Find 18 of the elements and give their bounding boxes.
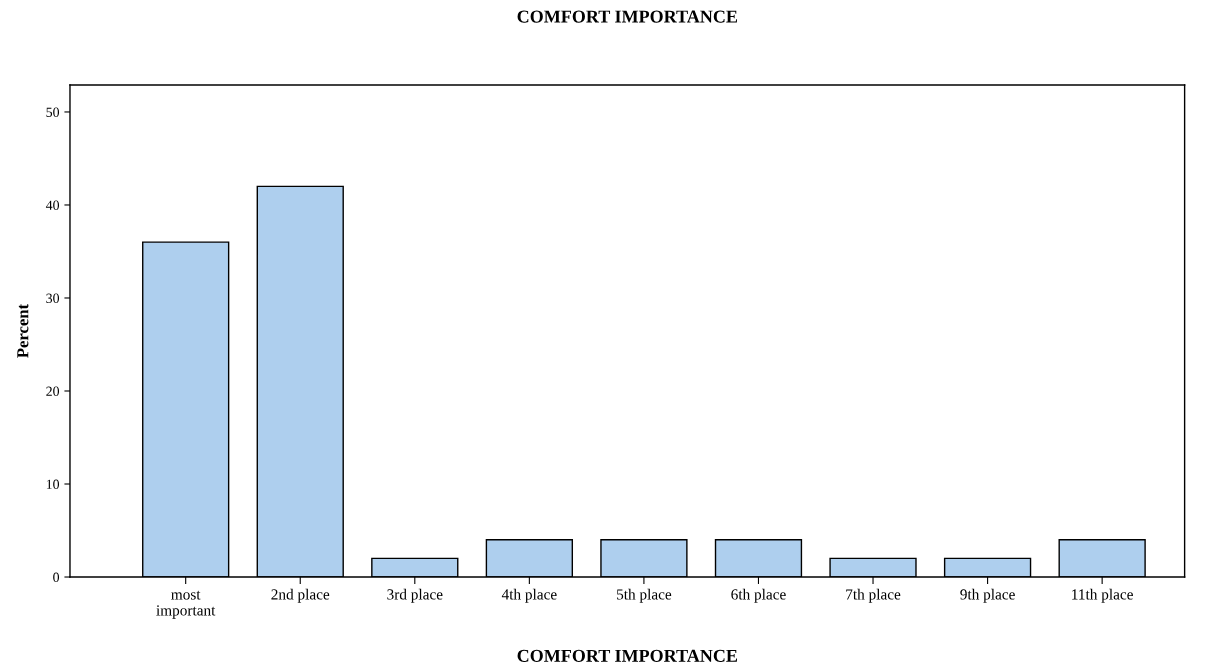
x-tick-label: 6th place <box>731 588 786 603</box>
y-axis-title: Percent <box>17 303 29 358</box>
x-tick-label: 5th place <box>617 588 672 603</box>
x-axis-title: COMFORT IMPORTANCE <box>517 649 738 662</box>
x-tick-label: 3rd place <box>387 588 443 603</box>
x-tick-label: most important <box>156 590 216 619</box>
y-tick-label: 30 <box>46 293 60 303</box>
x-tick-label: 7th place <box>846 588 901 603</box>
chart-title: COMFORT IMPORTANCE <box>517 10 738 23</box>
x-tick-label: 11th place <box>1072 588 1133 603</box>
y-tick-label: 50 <box>46 107 60 117</box>
x-tick-label: 2nd place <box>271 588 330 603</box>
y-tick-label: 0 <box>53 572 60 582</box>
y-tick-label: 20 <box>46 386 60 396</box>
x-tick-label: 9th place <box>960 588 1015 603</box>
x-tick-label: 4th place <box>501 588 557 603</box>
y-tick-label: 10 <box>46 479 60 489</box>
y-tick-label: 40 <box>45 200 60 210</box>
